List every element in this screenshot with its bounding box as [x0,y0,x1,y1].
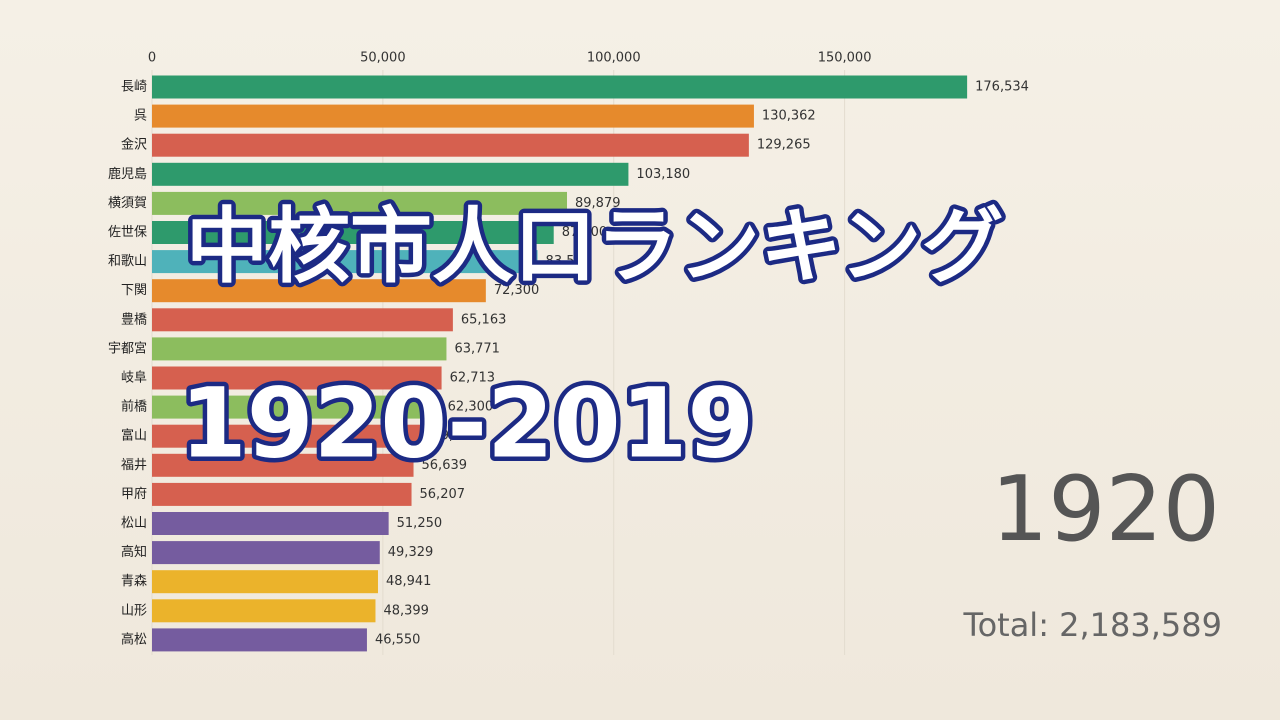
title: 中核市人口ランキング [186,199,1004,294]
category-label: 高知 [121,544,147,560]
category-label: 高松 [121,631,147,647]
x-tick-label: 0 [148,51,156,66]
value-label: 62,713 [450,371,496,386]
category-label: 和歌山 [108,254,147,269]
value-label: 72,300 [494,283,540,298]
bar [152,221,554,244]
total-label: Total: 2,183,589 [962,606,1222,644]
category-label: 甲府 [121,487,147,502]
value-label: 65,163 [461,312,507,327]
bar [152,395,440,419]
value-label: 59,000 [432,429,478,444]
value-label: 87,000 [562,225,608,240]
bar [152,512,389,535]
bar [152,308,453,332]
value-label: 176,534 [975,80,1029,95]
year-label: 1920 [991,457,1220,562]
value-label: 89,879 [575,196,621,211]
value-label: 103,180 [636,167,690,182]
value-label: 56,207 [420,487,466,502]
bar [152,104,754,128]
value-label: 48,399 [383,603,429,618]
category-label: 下関 [121,283,147,298]
category-label: 青森 [121,574,147,589]
bar [152,191,568,215]
category-label: 松山 [121,516,147,531]
category-label: 富山 [121,428,147,444]
bar [152,453,414,477]
category-label: 長崎 [121,80,147,95]
subtitle: 1920-2019 [180,367,754,479]
category-label: 岐阜 [121,370,147,386]
bar [152,250,538,274]
category-label: 金沢 [121,137,147,153]
bar [152,541,380,565]
value-label: 49,329 [388,545,434,560]
value-label: 51,250 [397,516,443,531]
category-label: 前橋 [121,399,147,415]
category-label: 鹿児島 [108,166,147,182]
x-tick-label: 100,000 [587,51,641,66]
bar [152,570,378,594]
value-label: 48,941 [386,574,432,589]
value-label: 130,362 [762,109,816,124]
value-label: 46,550 [375,632,421,647]
category-label: 佐世保 [108,225,147,240]
category-label: 横須賀 [108,196,147,211]
value-label: 63,771 [454,341,500,356]
category-label: 豊橋 [121,312,147,327]
bar [152,482,412,506]
bar [152,628,367,652]
bar [152,366,442,390]
bar [152,337,447,361]
bar [152,279,486,303]
value-label: 62,300 [448,400,494,415]
bar [152,133,749,157]
bar [152,75,968,99]
category-label: 呉 [134,109,147,124]
bar [152,162,629,186]
bar [152,599,376,623]
bar [152,424,425,448]
x-tick-label: 150,000 [818,51,872,66]
category-label: 山形 [121,603,147,618]
value-label: 56,639 [422,458,468,473]
category-label: 宇都宮 [108,340,147,356]
value-label: 83,500 [546,254,592,269]
value-label: 129,265 [757,138,811,153]
x-tick-label: 50,000 [360,51,406,66]
category-label: 福井 [121,458,147,473]
